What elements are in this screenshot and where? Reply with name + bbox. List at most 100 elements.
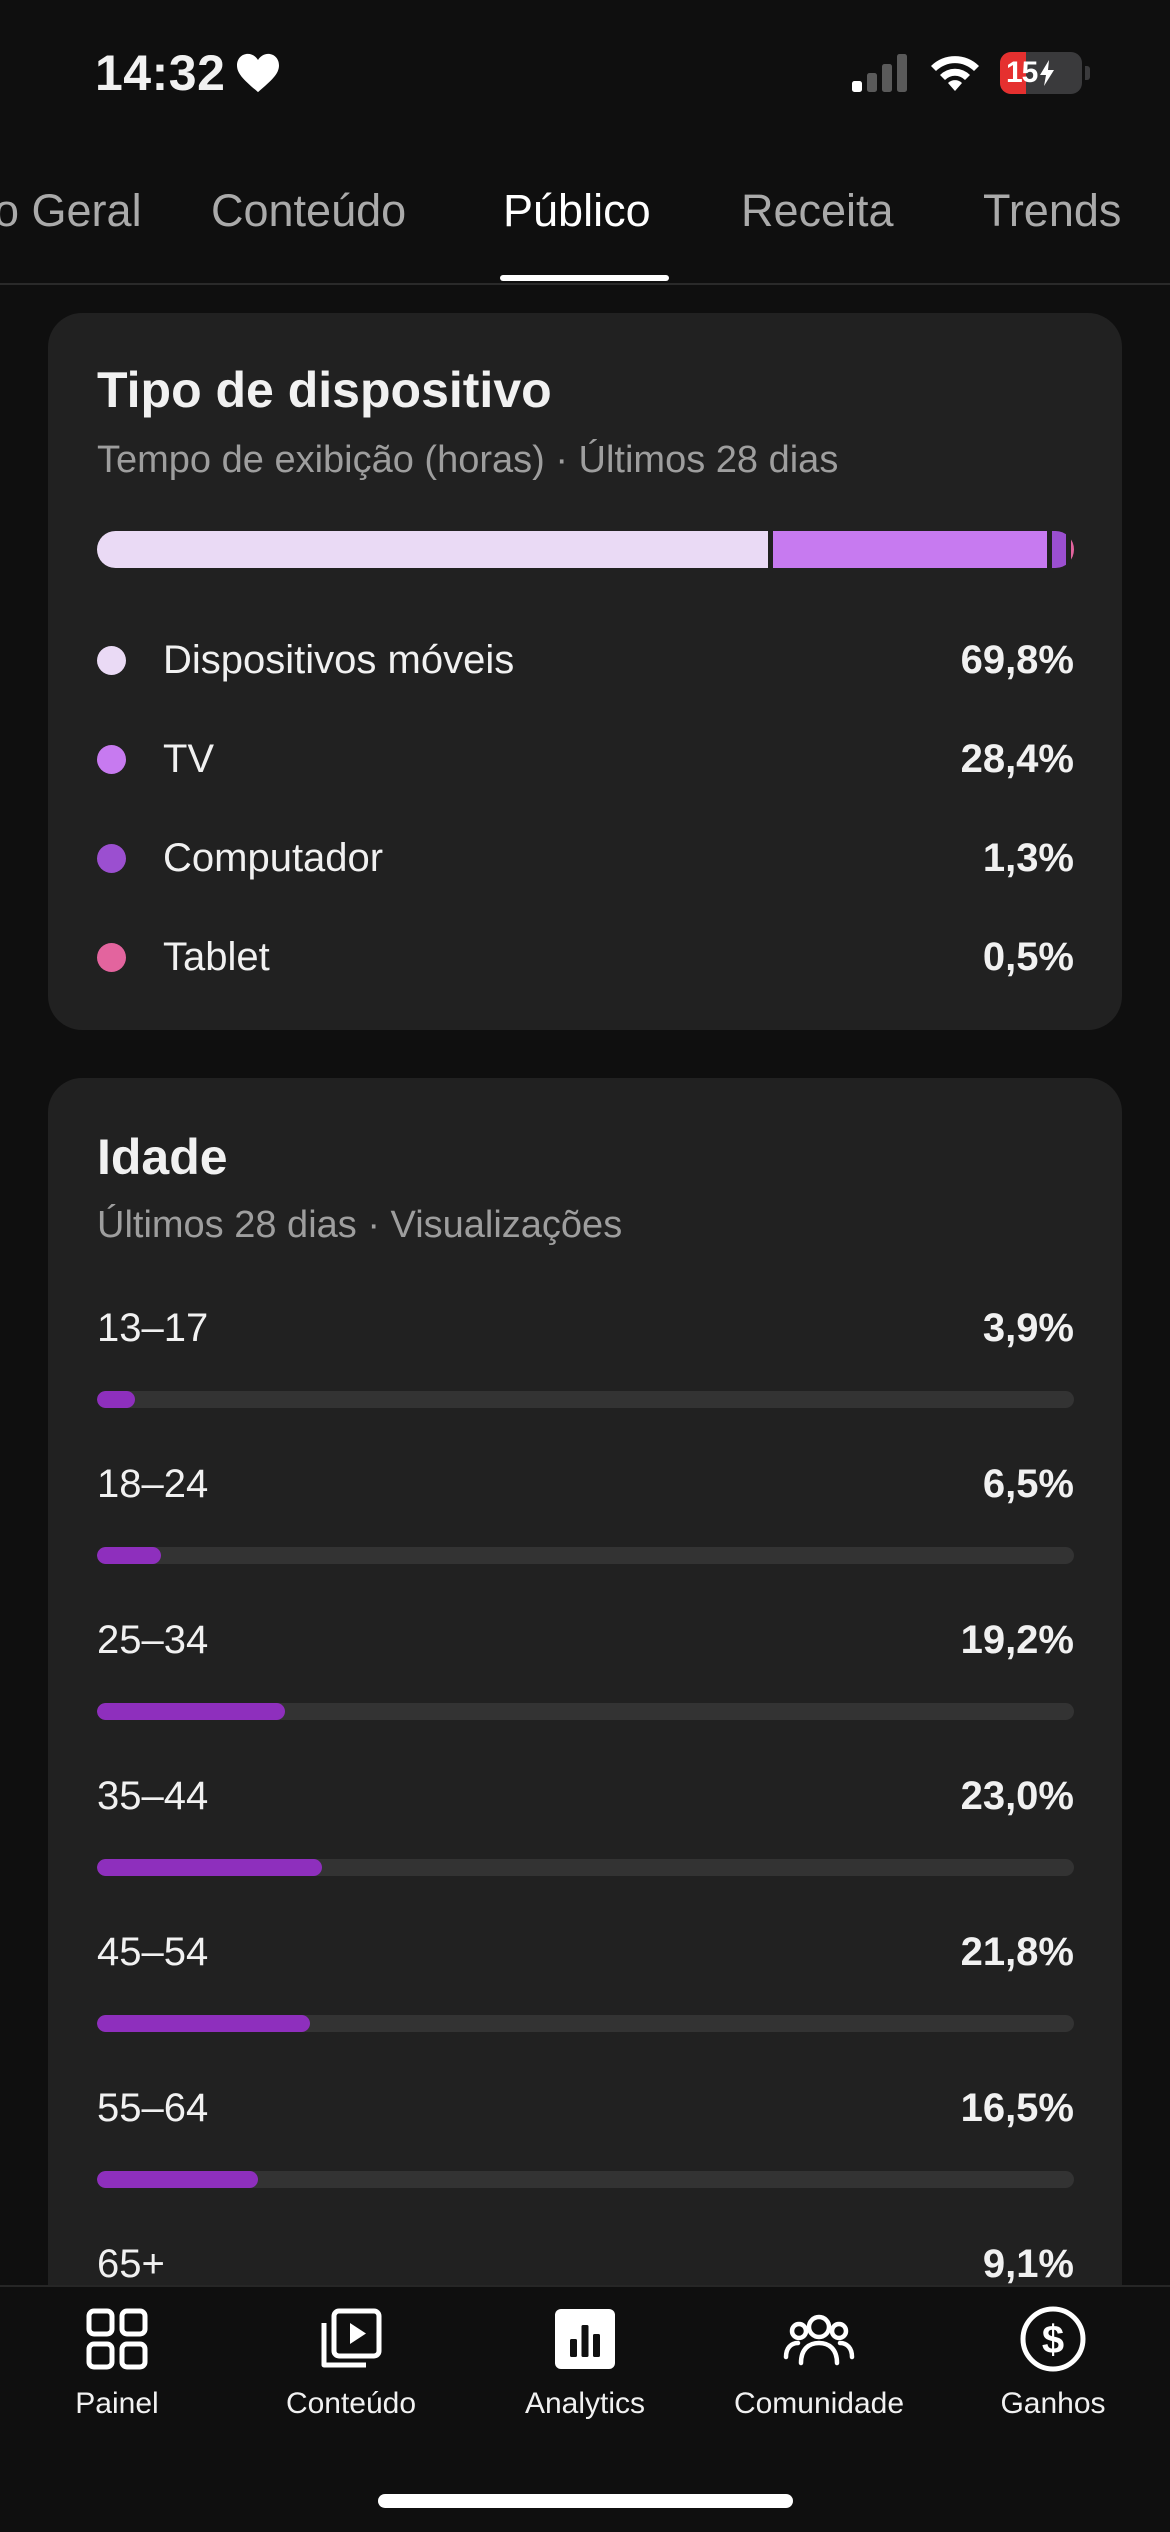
age-percent: 6,5% <box>982 1462 1074 1506</box>
battery-fill <box>1000 52 1026 94</box>
battery-indicator: 15 <box>1000 52 1090 94</box>
nav-analytics[interactable]: Analytics <box>468 2303 702 2473</box>
nav-painel[interactable]: Painel <box>0 2303 234 2473</box>
device-row[interactable]: Dispositivos móveis 69,8% <box>97 630 1074 690</box>
age-row[interactable]: 55–64 16,5% <box>97 2086 1074 2196</box>
svg-text:$: $ <box>1042 2318 1064 2362</box>
age-row[interactable]: 18–24 6,5% <box>97 1462 1074 1572</box>
age-range-label: 35–44 <box>97 1774 209 1818</box>
age-bar-track <box>97 2171 1074 2188</box>
age-bar-track <box>97 1703 1074 1720</box>
card-subtitle: Últimos 28 dias · Visualizações <box>97 1204 623 1246</box>
device-color-dot <box>97 744 126 774</box>
device-label: Tablet <box>163 934 270 979</box>
tab-conteudo[interactable]: Conteúdo <box>211 185 407 236</box>
age-bar-fill <box>97 1703 285 1720</box>
device-value: 1,3% <box>982 835 1074 880</box>
tab-visao-geral[interactable]: o Geral <box>0 185 142 236</box>
age-card: Idade Últimos 28 dias · Visualizações 13… <box>48 1078 1122 2378</box>
device-color-dot <box>97 843 126 873</box>
age-range-label: 13–17 <box>97 1306 209 1350</box>
tab-receita[interactable]: Receita <box>741 185 894 236</box>
community-people-icon <box>783 2314 855 2366</box>
nav-label: Conteúdo <box>285 2387 417 2420</box>
age-row[interactable]: 25–34 19,2% <box>97 1618 1074 1728</box>
segment-gap <box>1046 531 1052 568</box>
age-bar-track <box>97 1391 1074 1408</box>
earnings-dollar-icon: $ <box>1020 2306 1086 2372</box>
device-row[interactable]: Tablet 0,5% <box>97 927 1074 987</box>
age-range-label: 45–54 <box>97 1930 209 1974</box>
cellular-signal-icon <box>852 54 907 92</box>
device-value: 69,8% <box>960 637 1074 682</box>
nav-label: Analytics <box>524 2387 646 2420</box>
age-percent: 21,8% <box>960 1930 1074 1974</box>
age-bar-fill <box>97 1859 322 1876</box>
card-title: Idade <box>97 1129 228 1185</box>
age-range-label: 25–34 <box>97 1618 209 1662</box>
age-bar-fill <box>97 1391 136 1408</box>
nav-ganhos[interactable]: $ Ganhos <box>936 2303 1170 2473</box>
age-bar-fill <box>97 1547 161 1564</box>
nav-label: Painel <box>75 2387 159 2420</box>
wifi-icon <box>931 56 979 91</box>
charging-bolt-icon <box>1040 60 1055 86</box>
age-bar-fill <box>97 2015 310 2032</box>
home-indicator <box>378 2494 793 2508</box>
status-time: 14:32 <box>95 45 226 101</box>
device-share-bar <box>97 531 1074 568</box>
active-tab-indicator <box>500 275 669 281</box>
segment-gap <box>1065 531 1071 568</box>
device-label: Dispositivos móveis <box>163 637 515 682</box>
age-bar-fill <box>97 2171 259 2188</box>
tab-trends[interactable]: Trends <box>983 185 1122 236</box>
nav-label: Comunidade <box>733 2387 905 2420</box>
device-share-segment <box>1070 531 1074 568</box>
age-percent: 9,1% <box>982 2242 1074 2286</box>
nav-label: Ganhos <box>1000 2387 1106 2420</box>
battery-tip <box>1085 66 1090 80</box>
content-play-icon <box>321 2308 382 2368</box>
device-share-segment <box>773 531 1047 568</box>
device-color-dot <box>97 942 126 972</box>
nav-comunidade[interactable]: Comunidade <box>702 2303 936 2473</box>
analytics-tabs: o Geral Conteúdo Público Receita Trends <box>0 175 1170 285</box>
device-type-card: Tipo de dispositivo Tempo de exibição (h… <box>48 313 1122 1030</box>
age-percent: 23,0% <box>960 1774 1074 1818</box>
dashboard-grid-icon <box>86 2308 148 2370</box>
status-bar: 14:32 15 <box>0 0 1170 150</box>
age-range-label: 65+ <box>97 2242 165 2286</box>
age-bar-track <box>97 1859 1074 1876</box>
card-subtitle: Tempo de exibição (horas) · Últimos 28 d… <box>97 439 839 481</box>
device-color-dot <box>97 645 126 675</box>
age-range-label: 55–64 <box>97 2086 209 2130</box>
age-percent: 16,5% <box>960 2086 1074 2130</box>
age-bar-track <box>97 1547 1074 1564</box>
status-time-group: 14:32 <box>95 44 281 102</box>
heart-icon <box>237 53 280 93</box>
device-row[interactable]: Computador 1,3% <box>97 828 1074 888</box>
device-share-segment <box>97 531 769 568</box>
device-share-segment <box>1051 531 1066 568</box>
age-row[interactable]: 13–17 3,9% <box>97 1306 1074 1416</box>
age-percent: 19,2% <box>960 1618 1074 1662</box>
analytics-bars-icon <box>555 2309 615 2369</box>
battery-icon: 15 <box>1000 52 1082 94</box>
device-label: TV <box>163 736 215 781</box>
bottom-navigation: Painel Conteúdo Analytics <box>0 2285 1170 2532</box>
age-row[interactable]: 35–44 23,0% <box>97 1774 1074 1884</box>
battery-level: 15 <box>1006 56 1038 89</box>
device-value: 0,5% <box>982 934 1074 979</box>
age-row[interactable]: 45–54 21,8% <box>97 1930 1074 2040</box>
age-bar-track <box>97 2015 1074 2032</box>
tab-publico[interactable]: Público <box>503 185 651 236</box>
nav-conteudo[interactable]: Conteúdo <box>234 2303 468 2473</box>
segment-gap <box>768 531 774 568</box>
status-indicators: 15 <box>852 52 1090 94</box>
card-title: Tipo de dispositivo <box>97 362 552 418</box>
device-label: Computador <box>163 835 384 880</box>
device-value: 28,4% <box>960 736 1074 781</box>
age-range-label: 18–24 <box>97 1462 209 1506</box>
device-row[interactable]: TV 28,4% <box>97 729 1074 789</box>
